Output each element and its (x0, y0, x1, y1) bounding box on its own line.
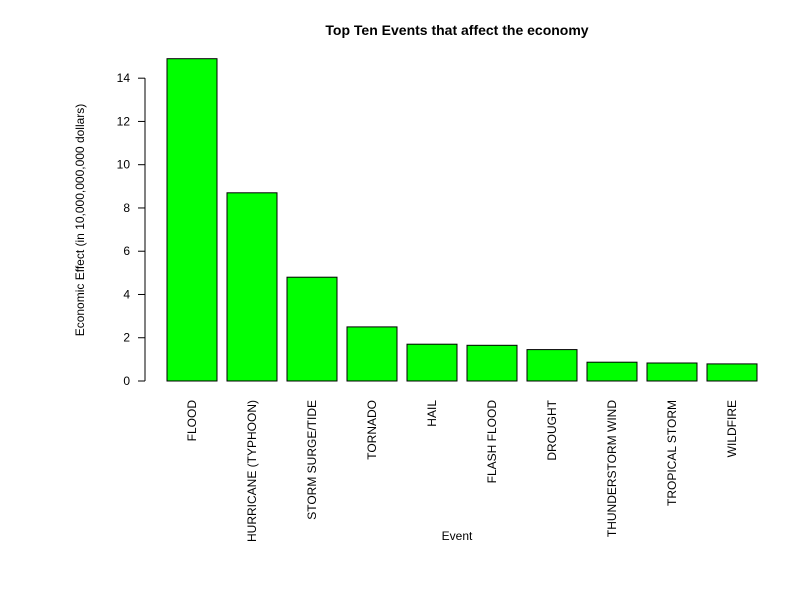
y-tick-label: 0 (123, 374, 130, 388)
bar-drought (526, 349, 578, 382)
bar-flood (166, 58, 218, 382)
x-tick-label: WILDFIRE (725, 400, 739, 457)
bar-hail (406, 343, 458, 382)
y-tick-label: 6 (123, 244, 130, 258)
x-tick-labels-group: FLOOD HURRICANE (TYPHOON) STORM SURGE/TIDE… (185, 399, 739, 542)
bar-tropical-storm (646, 362, 698, 382)
x-tick-label: FLOOD (185, 400, 199, 442)
bar-wildfire (706, 363, 758, 382)
x-tick-label: HURRICANE (TYPHOON) (245, 400, 259, 542)
x-tick-label: TORNADO (365, 400, 379, 460)
x-tick-label: FLASH FLOOD (485, 400, 499, 484)
y-axis-label: Economic Effect (in 10,000,000,000 dolla… (73, 104, 87, 337)
y-tick-label: 10 (117, 158, 131, 172)
x-tick-label: STORM SURGE/TIDE (305, 400, 319, 520)
bars-group (166, 58, 758, 382)
chart-title: Top Ten Events that affect the economy (325, 22, 588, 38)
bar-tornado (346, 326, 398, 382)
bar-hurricane-typhoon (226, 192, 278, 382)
y-tick-label: 12 (117, 114, 131, 128)
bar-thunderstorm-wind (586, 361, 638, 382)
y-axis: 0 2 4 6 8 10 12 14 (117, 71, 146, 388)
x-axis-label: Event (442, 529, 473, 543)
y-tick-label: 14 (117, 71, 131, 85)
y-tick-label: 8 (123, 201, 130, 215)
bar-storm-surge-tide (286, 276, 338, 382)
y-tick-label: 4 (123, 287, 130, 301)
x-tick-label: THUNDERSTORM WIND (605, 400, 619, 537)
y-tick-label: 2 (123, 331, 130, 345)
x-tick-label: DROUGHT (545, 399, 559, 460)
bar-flash-flood (466, 344, 518, 382)
x-tick-label: TROPICAL STORM (665, 400, 679, 506)
x-tick-label: HAIL (425, 400, 439, 427)
